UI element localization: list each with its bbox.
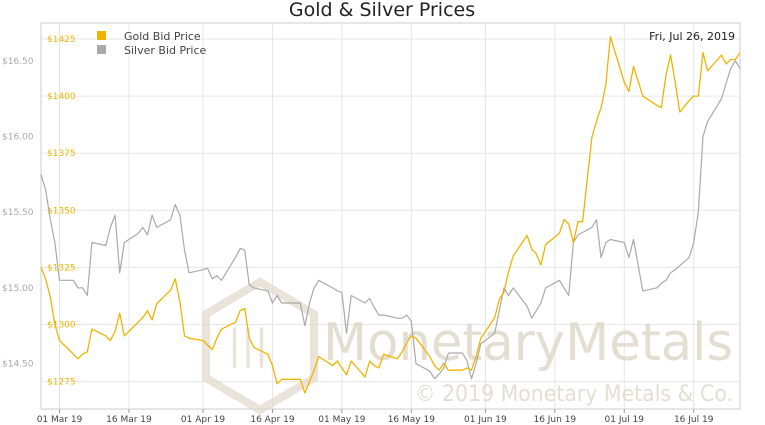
gridlines <box>41 23 740 409</box>
series-line-silver <box>40 60 741 380</box>
gold-tick-label: $1375 <box>47 149 76 159</box>
series-line-gold <box>40 36 741 394</box>
watermark-name: MonetaryMetals <box>323 313 733 373</box>
gold-tick-label: $1300 <box>47 320 76 330</box>
x-tick-label: 01 Apr 19 <box>181 415 225 425</box>
silver-tick-label: $16.00 <box>2 133 34 143</box>
x-tick-label: 16 Mar 19 <box>106 415 152 425</box>
watermark-logo-icon <box>202 277 318 415</box>
gold-tick-label: $1425 <box>47 35 76 45</box>
x-tick-label: 01 Jun 19 <box>464 415 507 425</box>
legend: Gold Bid Price Silver Bid Price <box>97 30 207 57</box>
x-tick-label: 01 May 19 <box>318 415 366 425</box>
x-tick-label: 16 May 19 <box>388 415 436 425</box>
watermark-copyright: © 2019 Monetary Metals & Co. <box>415 382 733 407</box>
silver-tick-label: $16.50 <box>2 57 34 67</box>
silver-tick-label: $15.50 <box>2 208 34 218</box>
chart-title: Gold & Silver Prices <box>289 0 475 21</box>
legend-swatch-silver <box>97 45 106 54</box>
legend-label-gold: Gold Bid Price <box>124 30 201 43</box>
legend-swatch-gold <box>97 31 106 40</box>
gold-tick-label: $1350 <box>47 206 76 216</box>
plot-area <box>40 22 741 410</box>
legend-label-silver: Silver Bid Price <box>124 44 207 57</box>
gold-tick-label: $1275 <box>47 378 76 388</box>
x-axis: 01 Mar 19 16 Mar 19 01 Apr 19 16 Apr 19 01 M… <box>37 409 714 425</box>
silver-tick-label: $14.50 <box>2 360 34 370</box>
x-tick-label: 16 Apr 19 <box>250 415 294 425</box>
gold-y-axis: $1275 $1300 $1325 $1350 $1375 $1400 $1425 <box>47 35 76 388</box>
silver-y-axis: $14.50 $15.00 $15.50 $16.00 $16.50 <box>2 57 34 370</box>
gold-tick-label: $1400 <box>47 92 76 102</box>
date-label: Fri, Jul 26, 2019 <box>649 30 735 43</box>
x-tick-label: 01 Mar 19 <box>37 415 83 425</box>
series-layer <box>40 36 741 394</box>
x-tick-label: 16 Jun 19 <box>533 415 576 425</box>
watermark: ||| MonetaryMetals © 2019 Monetary Metal… <box>202 277 733 415</box>
x-tick-label: 01 Jul 19 <box>605 415 645 425</box>
gold-tick-label: $1325 <box>47 263 76 273</box>
silver-tick-label: $15.00 <box>2 284 34 294</box>
x-tick-label: 16 Jul 19 <box>674 415 714 425</box>
